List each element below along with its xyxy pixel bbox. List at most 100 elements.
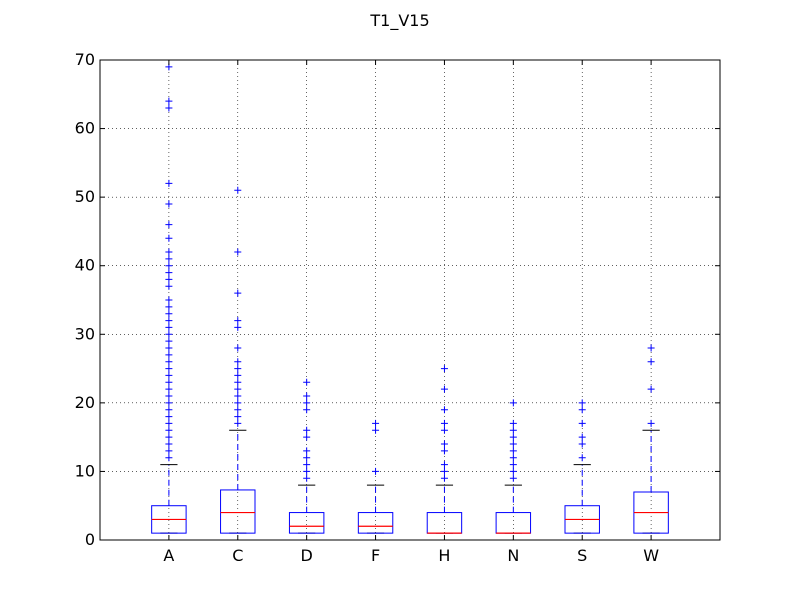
flier-point (234, 413, 242, 421)
flier-point (509, 440, 517, 448)
flier-point (165, 371, 173, 379)
flier-point (647, 358, 655, 366)
flier-point (165, 330, 173, 338)
flier-point (578, 440, 586, 448)
flier-point (165, 255, 173, 263)
box-D (288, 378, 325, 534)
flier-point (165, 104, 173, 112)
grid-lines (100, 60, 720, 540)
flier-point (165, 337, 173, 345)
flier-point (303, 461, 311, 469)
flier-point (165, 358, 173, 366)
flier-point (234, 419, 242, 427)
x-tick-label: D (301, 546, 313, 565)
flier-point (440, 419, 448, 427)
y-tick-label: 60 (75, 119, 95, 138)
flier-point (303, 399, 311, 407)
flier-point (509, 419, 517, 427)
y-tick-label: 50 (75, 187, 95, 206)
y-tick-label: 20 (75, 393, 95, 412)
plot-frame (99, 59, 721, 541)
flier-point (165, 296, 173, 304)
flier-point (509, 399, 517, 407)
flier-point (440, 406, 448, 414)
flier-point (165, 413, 173, 421)
flier-point (165, 248, 173, 256)
flier-point (165, 200, 173, 208)
box-body (220, 489, 256, 534)
flier-point (578, 406, 586, 414)
box-C (220, 186, 256, 534)
flier-point (165, 378, 173, 386)
x-tick-label: C (232, 546, 243, 565)
flier-point (234, 365, 242, 373)
box-body (426, 512, 463, 534)
flier-point (165, 426, 173, 434)
flier-point (165, 179, 173, 187)
box-S (564, 399, 600, 534)
box-body (288, 512, 325, 534)
flier-point (165, 419, 173, 427)
flier-point (303, 474, 311, 482)
flier-point (165, 275, 173, 283)
flier-point (372, 426, 380, 434)
flier-point (234, 323, 242, 331)
y-tick-label: 30 (75, 324, 95, 343)
flier-point (509, 426, 517, 434)
flier-point (234, 358, 242, 366)
box-W (633, 344, 669, 534)
flier-point (647, 385, 655, 393)
flier-point (440, 474, 448, 482)
plot-area (151, 63, 669, 534)
flier-point (578, 433, 586, 441)
flier-point (234, 248, 242, 256)
flier-point (303, 426, 311, 434)
flier-point (165, 221, 173, 229)
flier-point (165, 399, 173, 407)
flier-point (165, 97, 173, 105)
flier-point (509, 467, 517, 475)
flier-point (234, 371, 242, 379)
flier-point (303, 447, 311, 455)
box-body (495, 512, 532, 534)
box-A (151, 63, 187, 534)
flier-point (303, 454, 311, 462)
flier-point (165, 351, 173, 359)
flier-point (509, 454, 517, 462)
flier-point (165, 317, 173, 325)
flier-point (578, 454, 586, 462)
flier-point (509, 447, 517, 455)
flier-point (440, 447, 448, 455)
flier-point (440, 440, 448, 448)
x-tick-label: H (438, 546, 450, 565)
flier-point (165, 303, 173, 311)
flier-point (303, 406, 311, 414)
flier-point (234, 392, 242, 400)
flier-point (440, 426, 448, 434)
flier-point (303, 392, 311, 400)
flier-point (440, 467, 448, 475)
box-H (426, 365, 463, 534)
flier-point (234, 385, 242, 393)
box-F (357, 419, 394, 534)
flier-point (234, 406, 242, 414)
box-N (495, 399, 532, 534)
flier-point (165, 269, 173, 277)
x-tick-label: N (507, 546, 519, 565)
axes: 0 10 20 30 40 50 60 70 A C D F H N S W (75, 50, 720, 565)
flier-point (303, 467, 311, 475)
x-tick-label: W (643, 546, 659, 565)
flier-point (509, 461, 517, 469)
flier-point (509, 433, 517, 441)
flier-point (234, 399, 242, 407)
x-tick-label: F (371, 546, 380, 565)
flier-point (165, 310, 173, 318)
x-tick-label: A (163, 546, 174, 565)
y-tick-label: 10 (75, 461, 95, 480)
flier-point (303, 378, 311, 386)
flier-point (647, 344, 655, 352)
box-body (357, 512, 394, 534)
flier-point (303, 433, 311, 441)
flier-point (234, 344, 242, 352)
